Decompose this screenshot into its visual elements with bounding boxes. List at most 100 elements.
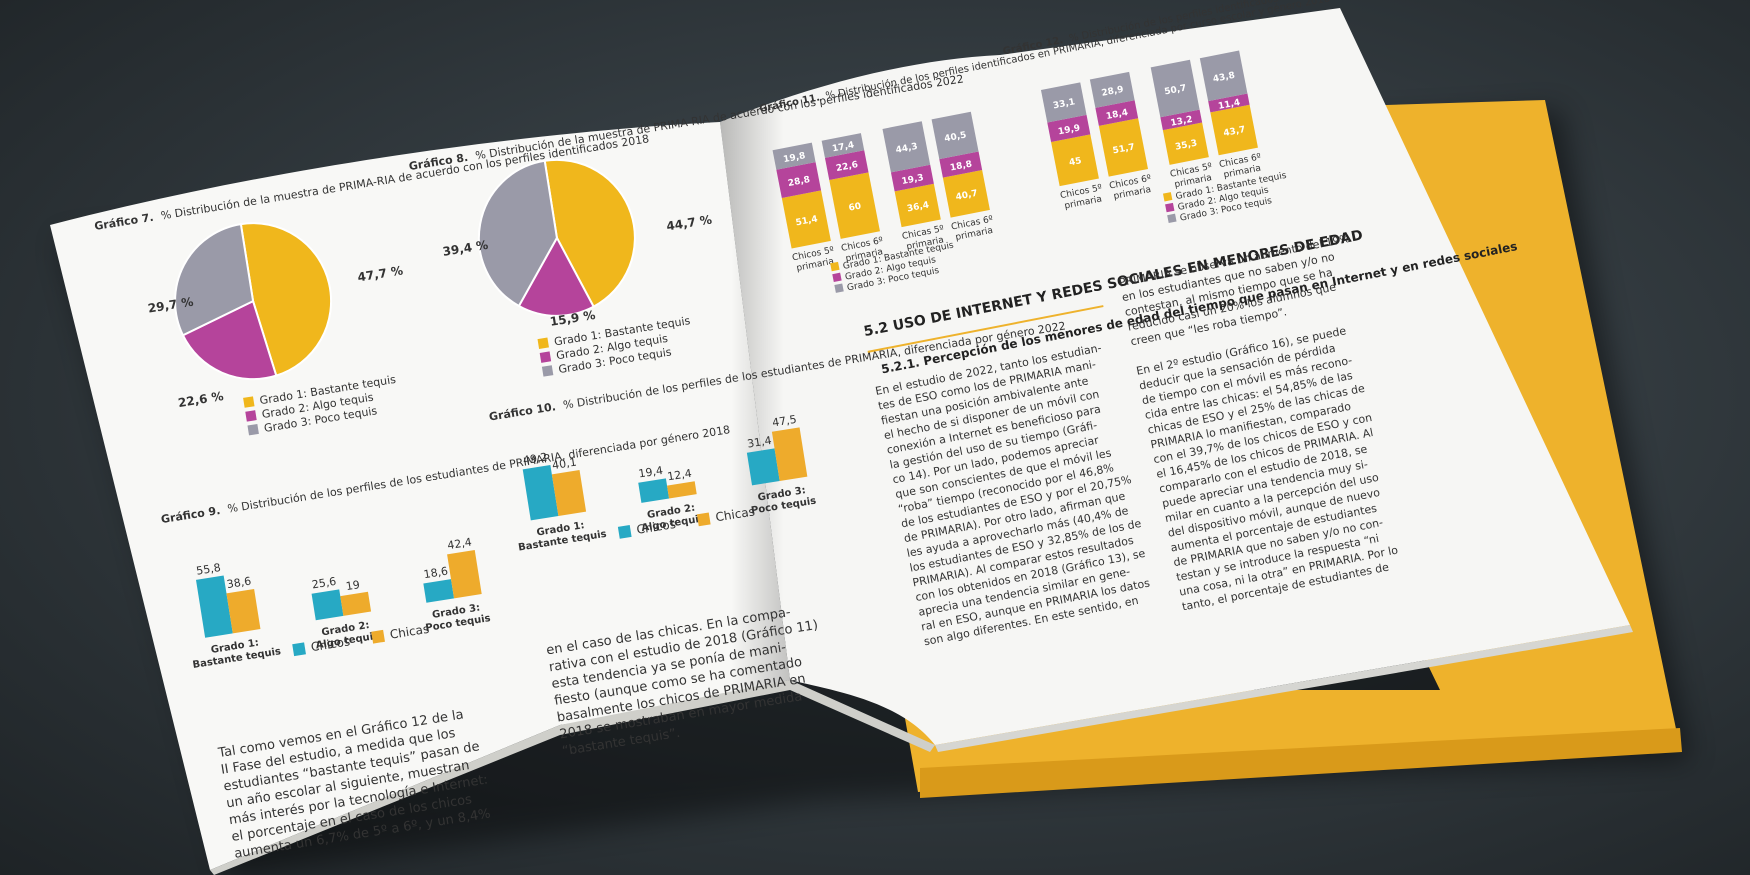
bar-chicas-1 xyxy=(226,588,261,634)
g9-legend: Chicos Chicas xyxy=(292,622,430,657)
stack-segment-grade3 xyxy=(1199,50,1248,102)
bar-value-label: 40,1 xyxy=(551,456,577,473)
legend-swatch-grade2 xyxy=(245,410,257,422)
pie-slice-grade1 xyxy=(543,158,636,309)
bar-value-label: 42,4 xyxy=(446,535,472,552)
legend-swatch-chicos xyxy=(617,524,632,539)
bar-chicos-2 xyxy=(638,478,670,503)
bar-chicas-2 xyxy=(667,481,697,499)
legend-swatch-grade1 xyxy=(537,337,549,349)
bar-chicos-1 xyxy=(195,575,233,638)
stack-value-label: 35,3 xyxy=(1174,139,1198,153)
stack-segment-grade3 xyxy=(1089,71,1135,108)
bar-chicos-3 xyxy=(423,579,455,603)
legend-chicas: Chicas xyxy=(389,622,430,642)
legend-swatch-grade1 xyxy=(243,396,255,408)
stack-segment-grade3 xyxy=(772,142,816,170)
stack-segment-grade1 xyxy=(1210,104,1258,156)
legend-swatch-chicos xyxy=(292,642,306,657)
legend-chicos: Chicos xyxy=(635,517,676,537)
pie-slice-grade3 xyxy=(477,159,558,308)
stack-segment-grade2 xyxy=(890,164,934,192)
stack-segment-grade2 xyxy=(776,162,822,199)
legend-swatch-grade3 xyxy=(541,365,554,377)
legend-swatch-chicas xyxy=(696,512,711,527)
bar-value-label: 19 xyxy=(345,578,361,593)
stack-value-label: 44,3 xyxy=(895,142,919,156)
stack-segment-grade1 xyxy=(1162,122,1209,165)
stack-segment-grade2 xyxy=(939,151,983,178)
legend-swatch-chicas xyxy=(371,629,385,644)
pie-slice-grade2 xyxy=(181,299,278,381)
stack-segment-grade1 xyxy=(1098,118,1149,177)
stack-value-label: 50,7 xyxy=(1164,83,1188,97)
stack-segment-grade2 xyxy=(824,150,869,181)
legend-swatch-grade3 xyxy=(1167,213,1177,224)
stack-value-label: 28,9 xyxy=(1101,85,1125,99)
stack-value-label: 36,4 xyxy=(906,200,930,214)
stack-value-label: 18,8 xyxy=(949,160,973,174)
legend-swatch-grade2 xyxy=(1165,202,1175,213)
bar-value-label: 49,2 xyxy=(522,450,548,467)
stack-segment-grade2 xyxy=(1047,114,1091,143)
bar-value-label: 55,8 xyxy=(195,561,221,578)
bar-value-label: 18,6 xyxy=(423,565,449,582)
right-body-column-2: PRIMARIA se observa un aumento del 19%en… xyxy=(1118,232,1399,614)
bar-chicas-3 xyxy=(447,550,482,599)
stack-value-label: 18,4 xyxy=(1105,108,1129,122)
stack-value-label: 19,9 xyxy=(1057,123,1081,137)
stack-value-label: 51,4 xyxy=(795,214,819,228)
stack-segment-grade3 xyxy=(931,111,979,160)
g10-legend: Chicos Chicas xyxy=(617,504,756,539)
bar-chicas-1 xyxy=(551,470,587,517)
stack-value-label: 19,3 xyxy=(901,173,925,187)
stack-value-label: 22,6 xyxy=(835,160,859,174)
bar-chicos-3 xyxy=(746,448,780,486)
stack-segment-grade2 xyxy=(1095,100,1139,126)
bar-value-label: 12,4 xyxy=(666,467,692,484)
stack-value-label: 40,5 xyxy=(944,130,968,144)
legend-swatch-grade1 xyxy=(1162,192,1173,202)
bar-chicas-3 xyxy=(771,427,808,481)
pie-slice-grade3 xyxy=(174,222,255,337)
right-body-column-1: En el estudio de 2022, tanto los estudia… xyxy=(874,341,1151,648)
stack-value-label: 17,4 xyxy=(831,140,855,154)
stack-value-label: 19,8 xyxy=(783,151,807,165)
stack-value-label: 28,8 xyxy=(787,175,811,189)
section-rule xyxy=(867,305,1104,353)
legend-chicas: Chicas xyxy=(715,504,756,524)
stack-segment-grade1 xyxy=(829,172,880,239)
stack-value-label: 11,4 xyxy=(1217,98,1241,112)
stack-segment-grade1 xyxy=(894,183,941,228)
stack-segment-grade3 xyxy=(882,121,931,173)
stack-segment-grade1 xyxy=(942,169,990,218)
stack-value-label: 51,7 xyxy=(1112,142,1136,156)
legend-chicos: Chicos xyxy=(310,634,351,654)
pie-chart-g8 xyxy=(477,158,636,317)
bar-chicas-2 xyxy=(340,591,372,616)
bar-value-label: 47,5 xyxy=(771,413,797,430)
bar-chicos-1 xyxy=(522,464,559,521)
stack-value-label: 33,1 xyxy=(1052,97,1076,111)
stack-value-label: 43,7 xyxy=(1223,125,1247,139)
stack-value-label: 60 xyxy=(848,202,862,214)
legend-swatch-grade3 xyxy=(247,423,259,436)
bar-chicos-2 xyxy=(311,589,344,621)
stack-segment-grade3 xyxy=(1150,59,1200,118)
stack-segment-grade1 xyxy=(781,190,831,249)
legend-swatch-grade2 xyxy=(832,272,842,283)
bar-value-label: 31,4 xyxy=(746,434,772,451)
stack-value-label: 13,2 xyxy=(1170,115,1194,129)
legend-swatch-grade3 xyxy=(834,283,844,293)
stack-segment-grade1 xyxy=(1051,134,1099,187)
legend-swatch-grade1 xyxy=(830,261,840,272)
stack-segment-grade2 xyxy=(1208,93,1250,113)
bar-value-label: 38,6 xyxy=(226,574,252,591)
stack-value-label: 40,7 xyxy=(955,189,979,203)
bar-value-label: 19,4 xyxy=(638,464,664,481)
pie-slice-grade2 xyxy=(517,235,595,317)
pie-chart-g7 xyxy=(174,222,333,381)
legend-swatch-grade2 xyxy=(539,351,552,363)
